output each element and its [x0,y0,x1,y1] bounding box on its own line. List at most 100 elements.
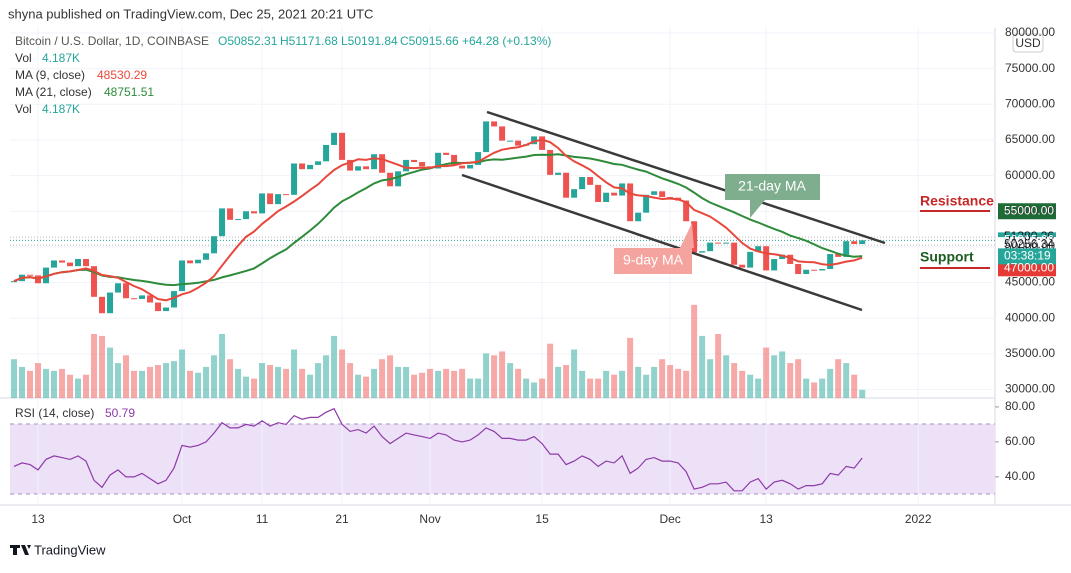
volume-bar [819,378,826,398]
candle-body [251,211,258,214]
change: +64.28 (+0.13%) [462,34,551,48]
volume-bar [523,378,530,398]
legend-label: Vol [15,51,32,65]
volume-bar [131,370,138,398]
candle-body [763,246,770,271]
y-tick-label: 35000.00 [1005,346,1055,360]
volume-bar [443,368,450,398]
volume-bar [99,335,106,398]
candle-body [379,154,386,173]
candle-body [475,152,482,165]
volume-bar [235,368,242,398]
volume-bar [195,372,202,398]
candle-body [507,140,514,142]
candle-body [195,259,202,264]
volume-bar [299,368,306,398]
candle-body [579,177,586,190]
y-tick-label: 40000.00 [1005,310,1055,324]
candle-body [563,172,570,198]
volume-bar [419,372,426,398]
candle-body [75,259,82,267]
volume-bar [491,355,498,398]
volume-bar [603,370,610,398]
y-tick-label: 55000.00 [1005,203,1055,217]
volume-bar [811,382,818,398]
volume-bar [739,370,746,398]
volume-bar [611,374,618,398]
chart-title: Bitcoin / U.S. Dollar, 1D, COINBASE [15,34,209,48]
x-tick-label: 21 [335,512,349,526]
candle-body [123,283,130,299]
countdown-tag [998,248,1056,265]
price-tag-label: 50256.34 [1004,237,1054,251]
y-tick-label: 65000.00 [1005,132,1055,146]
logo [10,545,31,555]
volume-bar [859,389,866,398]
candle-body [547,149,554,175]
candle-body [555,172,562,175]
candle-body [259,193,266,214]
ma9-line [13,138,863,302]
candle-body [747,251,754,268]
volume-bar [339,349,346,398]
volume-bar [707,359,714,398]
volume-bar [403,366,410,398]
x-tick-label: Dec [659,512,680,526]
candle-body [699,251,706,253]
volume-bar [755,378,762,398]
legend-value: 48530.29 [97,68,147,82]
candle-body [339,132,346,160]
volume-bar [355,374,362,398]
volume-bar [803,378,810,398]
currency[interactable]: USD [1015,36,1041,50]
candle-body [859,240,866,245]
candle-body [395,171,402,187]
volume-bar [267,365,274,398]
volume-bar [723,355,730,398]
volume-bar [83,374,90,398]
volume-bar [579,370,586,398]
volume-bar [123,355,130,398]
candle-body [795,264,802,275]
candle-body [403,159,410,172]
volume-bar [67,374,74,398]
candle-body [491,121,498,127]
candle-body [499,126,506,141]
candle-body [227,208,234,220]
publisher: shyna published on TradingView.com, Dec … [8,6,373,21]
volume-bar [787,363,794,398]
legend-label: Vol [15,102,32,116]
candle-body [843,241,850,257]
currency-box[interactable] [1012,33,1044,53]
candle-body [219,208,226,237]
legend-value: 4.187K [42,51,80,65]
volume-bar [163,363,170,398]
candle-body [603,192,610,202]
candle-body [171,291,178,308]
volume-bar [219,333,226,398]
rsi-tick-label: 40.00 [1005,469,1035,483]
candle-body [67,262,74,267]
volume-bar [315,363,322,398]
volume-bar [203,366,210,398]
volume-bar [619,370,626,398]
volume-bar [43,368,50,398]
ohlc: L50191.84 [341,34,398,48]
volume-bar [59,368,66,398]
volume-bar [731,363,738,398]
volume-bar [547,343,554,398]
candle-body [467,164,474,169]
candle-body [723,242,730,244]
volume-bar [643,374,650,398]
candle-body [83,259,90,267]
volume-bar [251,378,258,398]
y-tick-label: 45000.00 [1005,275,1055,289]
ohlc: H51171.68 [280,34,338,48]
candle-body [11,281,18,283]
volume-bar [459,368,466,398]
candle-body [827,254,834,270]
candle-body [331,132,338,145]
candle-body [595,184,602,202]
volume-bar [675,368,682,398]
candle-body [363,166,370,170]
